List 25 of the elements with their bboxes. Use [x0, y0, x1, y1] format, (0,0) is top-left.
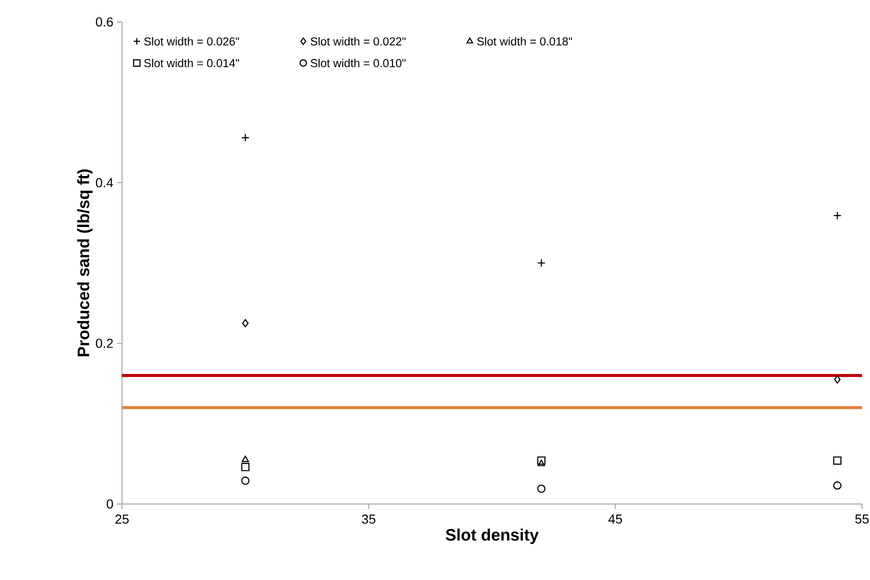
legend-label: Slot width = 0.022" [310, 37, 406, 46]
y-tick-label: 0.4 [96, 178, 114, 188]
point [242, 456, 250, 462]
x-tick-label: 35 [362, 514, 376, 524]
x-tick-label: 45 [608, 514, 622, 524]
point [833, 456, 842, 465]
point [241, 462, 250, 472]
point [833, 481, 842, 490]
x-tick-label: 25 [115, 514, 129, 524]
point [537, 484, 546, 493]
legend-label: Slot width = 0.010" [310, 58, 406, 68]
point [537, 456, 546, 465]
y-tick-label: 0.2 [96, 338, 113, 348]
y-axis-title: Produced sand (lb/sq ft) [77, 169, 93, 356]
x-tick-label: 55 [855, 514, 869, 524]
point [538, 460, 546, 466]
legend-label: Slot width = 0.014" [144, 58, 239, 68]
y-tick-label: 0.6 [96, 17, 113, 27]
point [242, 319, 249, 328]
y-tick-label: 0 [106, 499, 113, 509]
point [241, 476, 250, 485]
x-axis-title: Slot density [446, 528, 539, 544]
legend-label: Slot width = 0.018" [477, 37, 572, 46]
point [834, 375, 841, 384]
legend-label: Slot width = 0.026" [144, 37, 239, 46]
